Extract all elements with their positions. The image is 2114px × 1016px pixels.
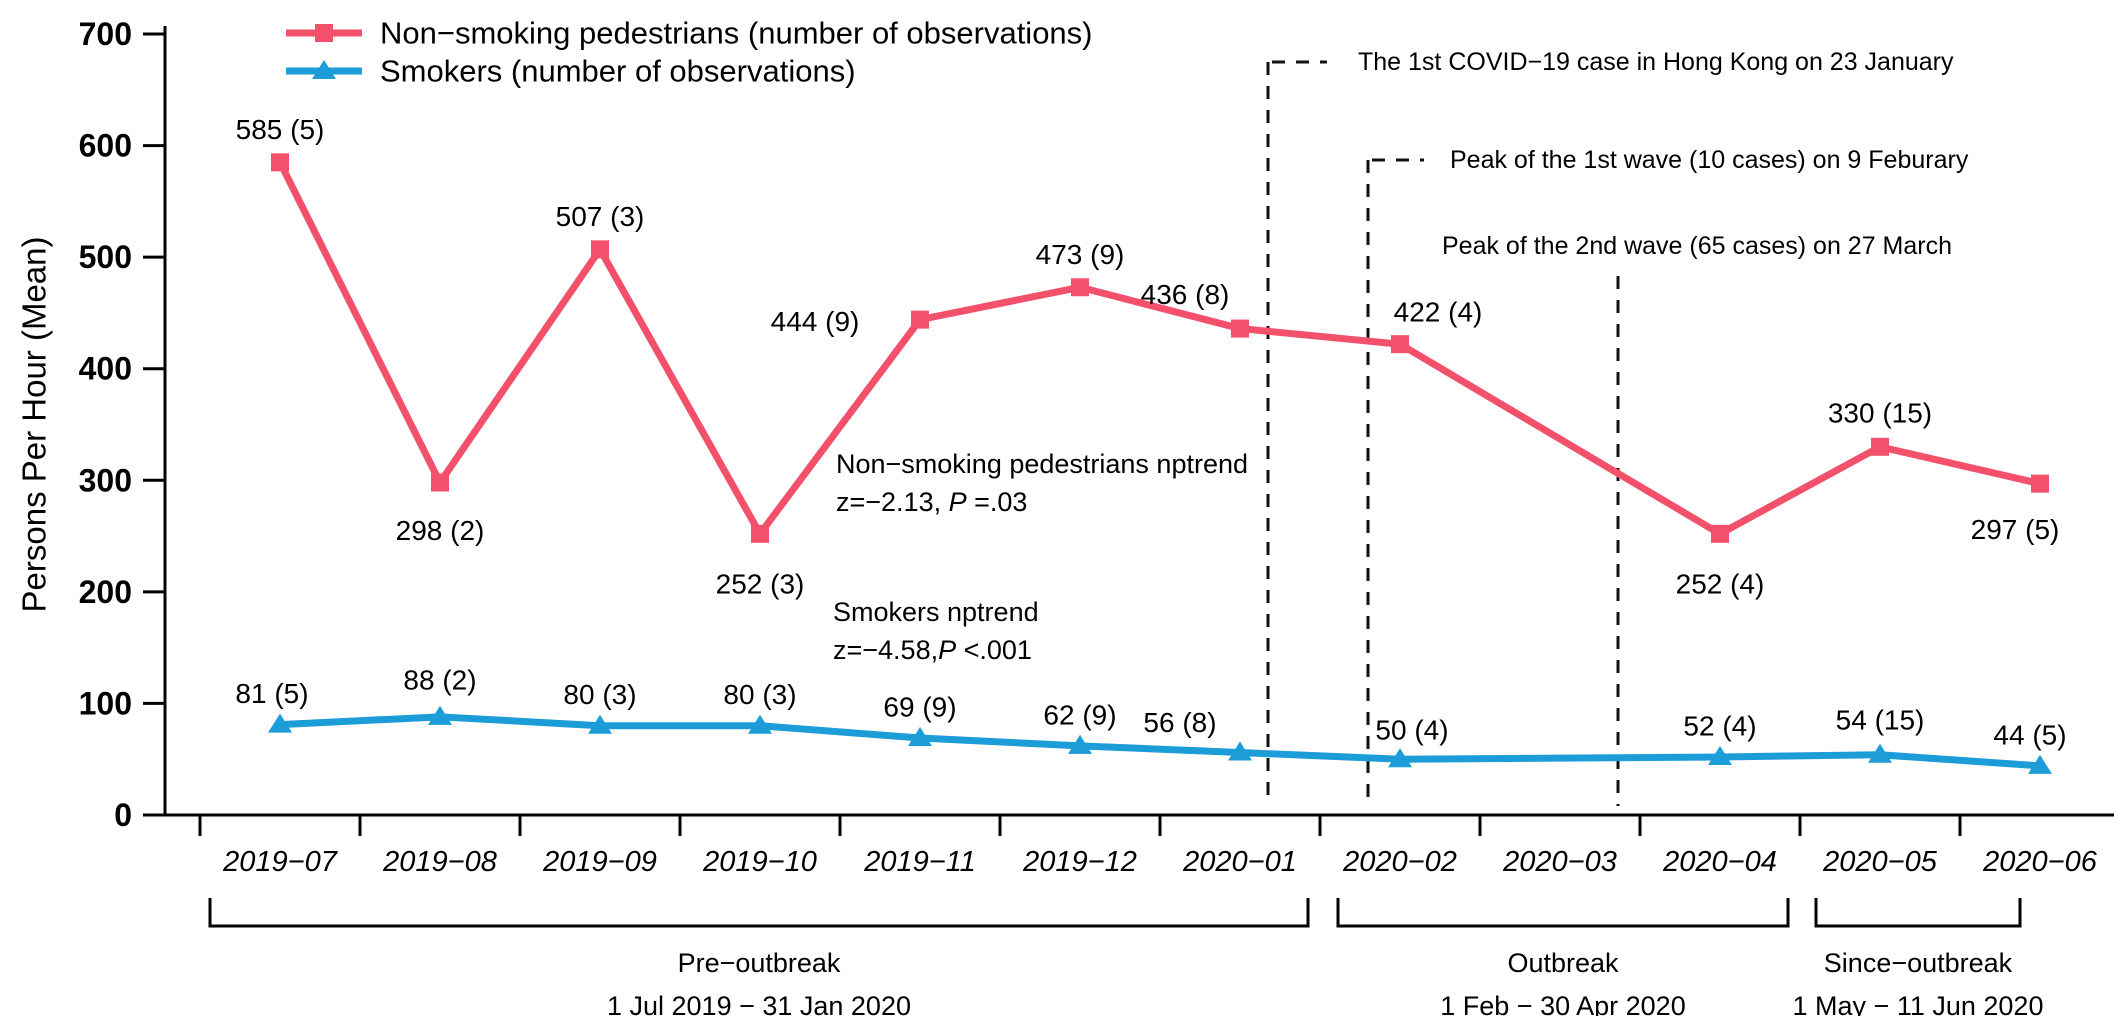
data-point-marker-square — [271, 153, 289, 172]
period-bracket — [1814, 898, 2022, 928]
data-point-label: 436 (8) — [1141, 279, 1230, 310]
data-point-label: 507 (3) — [556, 201, 645, 232]
data-point-marker-triangle — [1068, 734, 1092, 754]
y-tick-label: 700 — [79, 16, 132, 52]
y-tick-label: 200 — [79, 574, 132, 610]
data-point-marker-square — [1391, 335, 1409, 354]
trend-note-line: Non−smoking pedestrians nptrend — [836, 449, 1248, 479]
x-tick-label: 2019−07 — [222, 846, 339, 878]
x-tick-label: 2019−09 — [542, 846, 657, 878]
legend-marker-triangle — [312, 60, 336, 79]
x-tick-label: 2019−12 — [1022, 846, 1137, 878]
data-point-label: 81 (5) — [235, 678, 308, 709]
trend-note-line: z=−4.58,P <.001 — [833, 635, 1032, 665]
data-point-marker-triangle — [1868, 743, 1892, 763]
period-range-label: 1 Feb − 30 Apr 2020 — [1440, 991, 1685, 1016]
data-point-label: 44 (5) — [1993, 719, 2066, 750]
data-point-marker-square — [1711, 524, 1729, 543]
data-point-label: 330 (15) — [1828, 397, 1932, 428]
y-tick-label: 100 — [79, 685, 132, 721]
data-point-label: 585 (5) — [236, 114, 325, 145]
data-point-label: 80 (3) — [563, 679, 636, 710]
x-tick-label: 2019−11 — [863, 846, 976, 878]
data-point-label: 56 (8) — [1143, 707, 1216, 738]
period-bracket — [208, 898, 1310, 928]
trend-note-line: Smokers nptrend — [833, 597, 1039, 627]
data-point-marker-triangle — [1388, 748, 1412, 768]
x-tick-label: 2020−05 — [1822, 846, 1938, 878]
data-point-marker-triangle — [588, 714, 612, 734]
y-tick-label: 500 — [79, 239, 132, 275]
data-point-marker-triangle — [1708, 745, 1732, 765]
data-point-label: 50 (4) — [1375, 715, 1448, 746]
y-axis-title: Persons Per Hour (Mean) — [16, 237, 53, 613]
data-point-label: 473 (9) — [1036, 239, 1125, 270]
period-label: Since−outbreak — [1824, 948, 2013, 978]
legend-marker-square — [315, 24, 333, 42]
x-tick-label: 2020−04 — [1662, 846, 1777, 878]
data-point-label: 69 (9) — [883, 692, 956, 723]
period-label: Outbreak — [1507, 948, 1619, 978]
data-point-marker-triangle — [748, 714, 772, 734]
data-point-marker-triangle — [908, 727, 932, 747]
y-tick-label: 300 — [79, 462, 132, 498]
data-point-label: 297 (5) — [1971, 514, 2060, 545]
data-point-label: 298 (2) — [396, 515, 485, 546]
data-point-label: 252 (4) — [1676, 568, 1765, 599]
event-label: Peak of the 1st wave (10 cases) on 9 Feb… — [1450, 146, 1969, 174]
data-point-marker-square — [2031, 474, 2049, 493]
x-tick-label: 2020−02 — [1342, 846, 1457, 878]
data-point-label: 80 (3) — [723, 679, 796, 710]
data-point-label: 444 (9) — [771, 306, 860, 337]
data-point-label: 54 (15) — [1836, 704, 1925, 735]
data-point-marker-square — [431, 473, 449, 492]
data-point-marker-square — [591, 240, 609, 259]
x-tick-label: 2019−10 — [702, 846, 817, 878]
y-tick-label: 0 — [114, 797, 132, 833]
data-point-label: 62 (9) — [1043, 699, 1116, 730]
event-label: Peak of the 2nd wave (65 cases) on 27 Ma… — [1442, 232, 1952, 260]
event-label: The 1st COVID−19 case in Hong Kong on 23… — [1358, 48, 1954, 76]
data-point-marker-triangle — [1228, 741, 1252, 761]
period-range-label: 1 May − 11 Jun 2020 — [1793, 991, 2044, 1016]
data-point-label: 252 (3) — [716, 568, 805, 599]
data-point-marker-square — [911, 310, 929, 329]
period-range-label: 1 Jul 2019 − 31 Jan 2020 — [607, 991, 911, 1016]
legend-label: Smokers (number of observations) — [380, 54, 856, 89]
period-bracket — [1336, 898, 1790, 928]
data-point-marker-triangle — [2028, 754, 2052, 774]
y-tick-label: 600 — [79, 128, 132, 164]
trend-note-line: z=−2.13, P =.03 — [836, 487, 1027, 517]
period-label: Pre−outbreak — [678, 948, 841, 978]
y-tick-label: 400 — [79, 351, 132, 387]
x-tick-label: 2020−06 — [1982, 846, 2098, 878]
data-point-marker-square — [751, 524, 769, 543]
data-point-label: 88 (2) — [403, 664, 476, 695]
data-point-marker-square — [1231, 319, 1249, 338]
x-tick-label: 2020−01 — [1182, 846, 1297, 878]
x-tick-label: 2020−03 — [1502, 846, 1617, 878]
data-point-marker-square — [1071, 278, 1089, 297]
data-point-marker-triangle — [268, 713, 292, 733]
data-point-label: 422 (4) — [1394, 297, 1483, 328]
data-point-marker-square — [1871, 437, 1889, 456]
legend-label: Non−smoking pedestrians (number of obser… — [380, 16, 1093, 51]
data-point-marker-triangle — [428, 705, 452, 725]
x-tick-label: 2019−08 — [382, 846, 497, 878]
data-point-label: 52 (4) — [1683, 710, 1756, 741]
